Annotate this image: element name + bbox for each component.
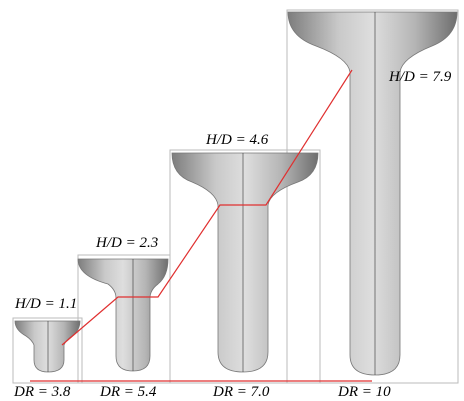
hd-label: H/D = 2.3: [95, 235, 158, 251]
vessel-3: [172, 153, 318, 372]
vessel-2: [78, 259, 168, 371]
dr-label: DR = 7.0: [212, 384, 270, 400]
figure: H/D = 1.1 H/D = 2.3 H/D = 4.6 H/D = 7.9 …: [0, 0, 464, 401]
vessel-1: [15, 321, 80, 372]
hd-label: H/D = 4.6: [205, 132, 269, 148]
dr-label: DR = 5.4: [99, 384, 157, 400]
dr-label: DR = 3.8: [13, 384, 71, 400]
hd-label: H/D = 1.1: [14, 296, 77, 312]
vessel-4: [288, 12, 457, 375]
hd-label: H/D = 7.9: [388, 69, 452, 85]
trend-line: [62, 70, 352, 345]
dr-label: DR = 10: [337, 384, 391, 400]
